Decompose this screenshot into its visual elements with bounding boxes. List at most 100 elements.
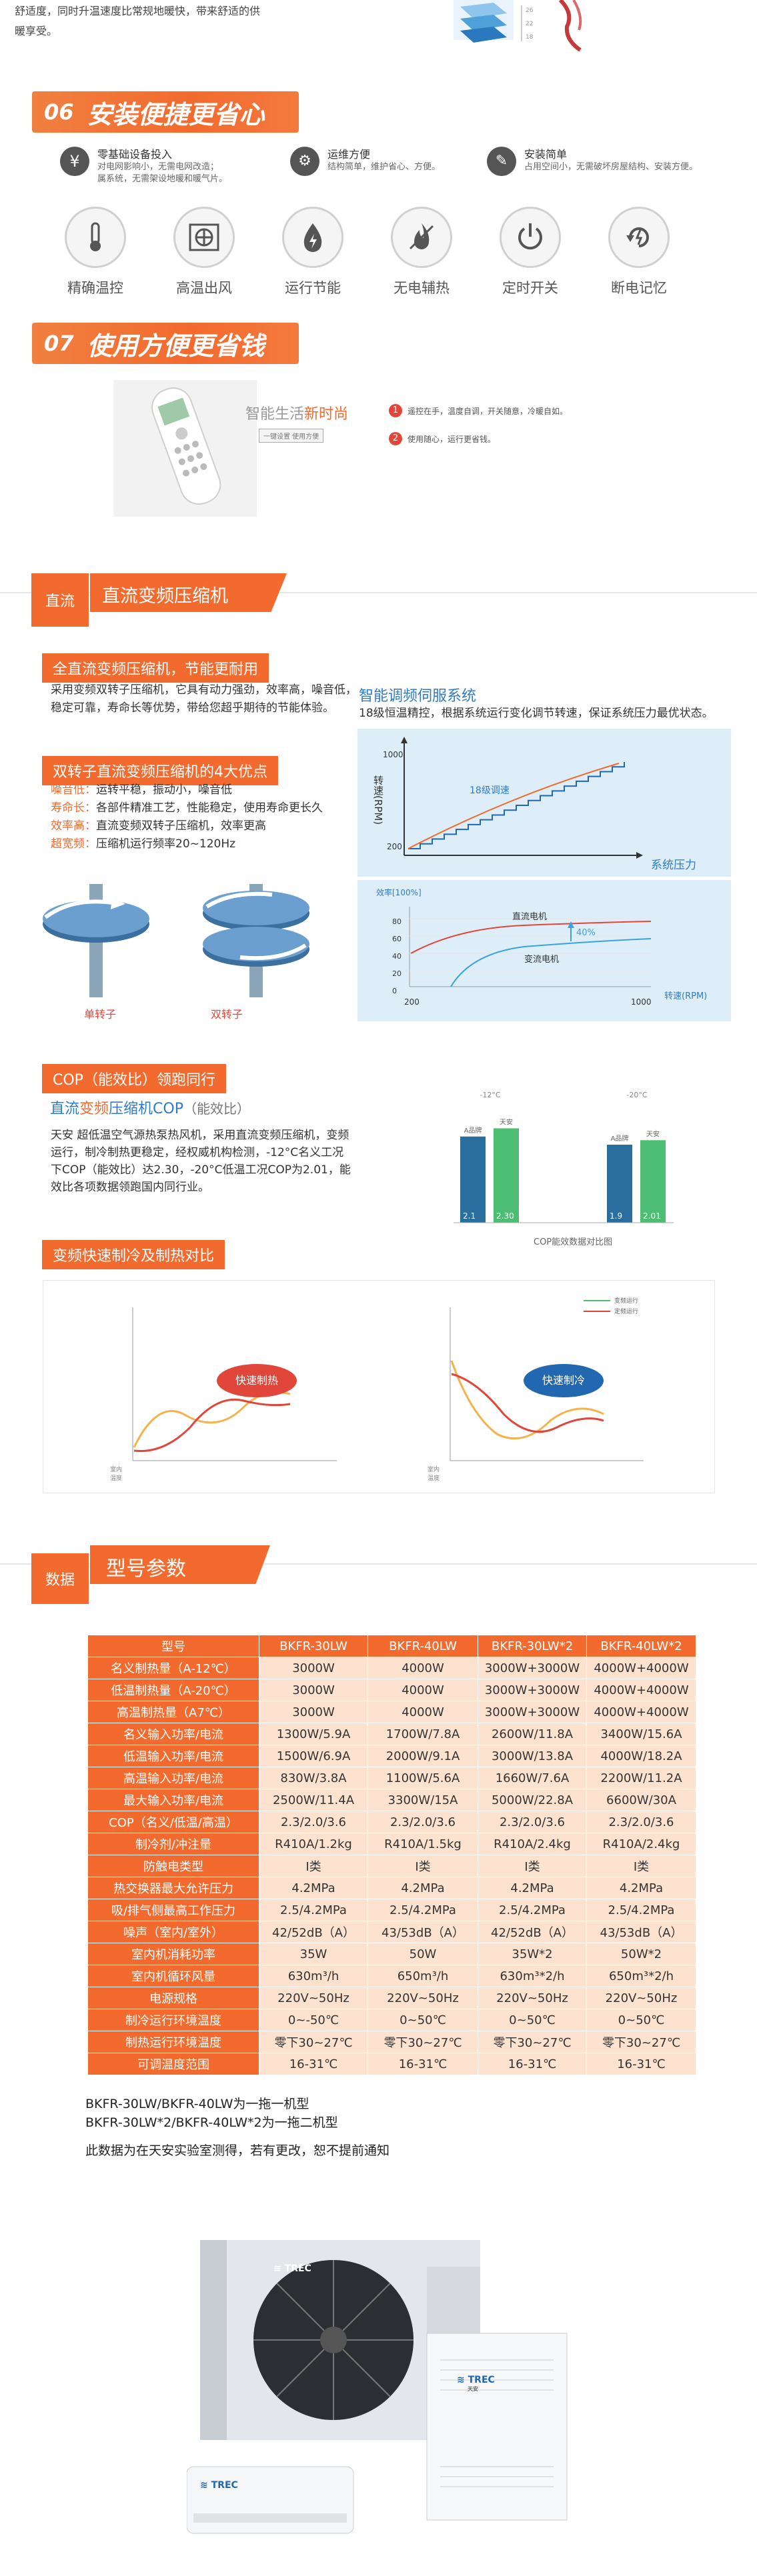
table-cell: 2.5/4.2MPa — [367, 1899, 478, 1921]
cop-bar-category: 天安 — [646, 1129, 660, 1138]
point-text: 遥控在手，温度自调，开关随意，冷暖自如。 — [408, 406, 568, 416]
row-label: 高温制热量（A7℃） — [87, 1701, 259, 1723]
table-cell: I类 — [478, 1855, 587, 1877]
table-cell: 220V~50Hz — [259, 1987, 368, 2009]
feature-list: ¥ 零基础设备投入 对电网影响小，无需电网改造； 属系统，无需架设地暖和暖气片。… — [60, 145, 700, 192]
outdoor-unit-graphic — [200, 2240, 480, 2440]
advantage-value: 各部件精准工艺，性能稳定，使用寿命更长久 — [96, 801, 323, 815]
brand-name: TREC — [468, 2375, 495, 2385]
icon-caption: 断电记忆 — [611, 280, 667, 296]
dc-tag-1: 全直流变频压缩机，节能更耐用 — [42, 653, 269, 683]
cop-paragraph: 天安 超低温空气源热泵热风机，采用直流变频压缩机，变频运行，制冷制热更稳定，经权… — [51, 1129, 351, 1194]
dc-paragraph: 采用变频双转子压缩机，它具有动力强劲，效率高，噪音低，稳定可靠，寿命长等优势，带… — [51, 683, 357, 715]
table-cell: 0~50℃ — [478, 2009, 587, 2031]
intro-line: 暖享受。 — [15, 25, 58, 37]
double-rotor-graphic — [203, 884, 309, 997]
efficiency-chart: 效率[100%] 80 60 40 20 0 直流电机 变流电机 40% 200… — [357, 880, 731, 1021]
table-row: 制冷剂/冲注量 R410A/1.2kg R410A/1.5kg R410A/2.4kg… — [87, 1833, 696, 1855]
table-cell: 35W — [259, 1943, 368, 1965]
servo-y-bottom: 200 — [387, 842, 402, 851]
cop-bar-category: A品牌 — [464, 1126, 482, 1135]
table-cell: 4000W/18.2A — [586, 1745, 696, 1767]
cop-condition-label: -20°C — [626, 1091, 647, 1099]
table-cell: 3400W/15.6A — [586, 1723, 696, 1745]
remote-control-illustration — [113, 380, 257, 517]
cop-bar — [494, 1128, 519, 1223]
point-number: 2 — [389, 432, 402, 445]
table-cell: I类 — [586, 1855, 696, 1877]
table-row: 名义输入功率/电流 1300W/5.9A 1700W/7.8A 2600W/11.8A… — [87, 1723, 696, 1745]
dc-side-label: 直流 — [31, 573, 89, 627]
table-cell: 1700W/7.8A — [367, 1723, 478, 1745]
advantage-item: 超宽频：压缩机运行频率20~120Hz — [51, 835, 323, 853]
cop-tag: COP（能效比）领跑同行 — [42, 1064, 226, 1093]
table-row: 吸/排气侧最高工作压力 2.5/4.2MPa 2.5/4.2MPa 2.5/4.2MP… — [87, 1899, 696, 1921]
table-cell: 630m³*2/h — [478, 1965, 587, 1987]
cop-subtitle-part: 变频 — [79, 1101, 109, 1117]
spec-table-wrap: 型号 BKFR-30LW BKFR-40LW BKFR-30LW*2 BKFR-… — [87, 1635, 696, 2075]
table-cell: 3000W+3000W — [478, 1679, 587, 1701]
section-number: 06 — [44, 99, 74, 125]
table-cell: R410A/2.4kg — [478, 1833, 587, 1855]
row-label: 室内机消耗功率 — [87, 1943, 259, 1965]
table-cell: 4000W+4000W — [586, 1657, 696, 1679]
advantage-value: 运转平稳，振动小，噪音低 — [96, 783, 232, 797]
table-cell: 2.5/4.2MPa — [586, 1899, 696, 1921]
product-illustration: ≋ TREC 天安 ≋ TREC ≋ TREC — [186, 2227, 600, 2540]
dc-header-rule — [0, 592, 757, 593]
servo-description: 18级恒温精控，根据系统运行变化调节转速，保证系统压力最优状态。 — [359, 707, 714, 720]
table-cell: I类 — [259, 1855, 368, 1877]
table-cell: 4000W+4000W — [586, 1701, 696, 1723]
table-cell: R410A/1.5kg — [367, 1833, 478, 1855]
cop-bar-category: A品牌 — [611, 1134, 629, 1143]
table-cell: 42/52dB（A） — [478, 1921, 587, 1943]
table-row: 制热运行环境温度 零下30~27℃ 零下30~27℃ 零下30~27℃ 零下30~27℃ — [87, 2031, 696, 2053]
table-cell: 2200W/11.2A — [586, 1767, 696, 1789]
intro-line: 舒适度，同时升温速度比常规地暖快，带来舒适的供 — [15, 5, 261, 17]
table-row: 室内机循环风量 630m³/h 650m³/h 630m³*2/h 650m³*2/h — [87, 1965, 696, 1987]
table-header-row: 型号 BKFR-30LW BKFR-40LW BKFR-30LW*2 BKFR-… — [87, 1635, 696, 1657]
table-cell: 3000W/13.8A — [478, 1745, 587, 1767]
tool-icon: ✎ — [487, 147, 516, 176]
legend-fixed: 定频运行 — [614, 1309, 639, 1315]
mini-tick: 26 — [526, 7, 534, 14]
advantage-value: 直流变频双转子压缩机，效率更高 — [96, 819, 266, 833]
icon-caption: 高温出风 — [176, 280, 232, 296]
cop-subtitle: 直流变频压缩机COP（能效比） — [50, 1097, 250, 1118]
row-label: 吸/排气侧最高工作压力 — [87, 1899, 259, 1921]
cooling-compare-chart — [450, 1307, 644, 1461]
row-label: 名义输入功率/电流 — [87, 1723, 259, 1745]
point-text: 使用随心，运行更省钱。 — [408, 434, 496, 444]
rotor-illustration — [32, 871, 339, 1031]
cop-condition-label: -12°C — [480, 1091, 500, 1099]
table-cell: 4000W — [367, 1701, 478, 1723]
row-label: 高温输入功率/电流 — [87, 1767, 259, 1789]
feature-icon-row: 精确温控 高温出风 运行节能 无电辅热 定时开关 断电记忆 — [52, 207, 719, 307]
table-cell: 220V~50Hz — [367, 1987, 478, 2009]
brand-sub: 天安 — [468, 2386, 478, 2392]
cop-bar-value: 2.1 — [463, 1211, 476, 1221]
table-cell: 0~50℃ — [586, 2009, 696, 2031]
table-cell: 16-31℃ — [367, 2053, 478, 2075]
cool-bubble: 快速制冷 — [524, 1364, 604, 1397]
row-label: 噪声（室内/室外） — [87, 1921, 259, 1943]
row-label: 室内机循环风量 — [87, 1965, 259, 1987]
eff-dc-label: 直流电机 — [512, 912, 548, 922]
intro-text: 舒适度，同时升温速度比常规地暖快，带来舒适的供 暖享受。 — [15, 1, 260, 41]
table-cell: 650m³/h — [367, 1965, 478, 1987]
table-cell: 630m³/h — [259, 1965, 368, 1987]
table-row: 高温制热量（A7℃） 3000W 4000W 3000W+3000W 4000W+400… — [87, 1701, 696, 1723]
mini-tick: 18 — [526, 34, 534, 41]
table-cell: 35W*2 — [478, 1943, 587, 1965]
cop-bar-category: 天安 — [500, 1117, 513, 1126]
advantage-list: 噪音低：运转平稳，振动小，噪音低 寿命长：各部件精准工艺，性能稳定，使用寿命更长… — [51, 781, 323, 853]
smart-title-orange: 新时尚 — [304, 406, 349, 423]
row-label: 制冷运行环境温度 — [87, 2009, 259, 2031]
point-number: 1 — [389, 404, 402, 417]
fan-icon — [173, 207, 235, 268]
feature-desc: 占用空间小，无需破坏房屋结构、安装方便。 — [524, 162, 698, 172]
cop-subtitle-part: COP — [153, 1101, 183, 1117]
table-cell: 220V~50Hz — [478, 1987, 587, 2009]
table-cell: 4000W — [367, 1679, 478, 1701]
table-cell: 3000W — [259, 1679, 368, 1701]
